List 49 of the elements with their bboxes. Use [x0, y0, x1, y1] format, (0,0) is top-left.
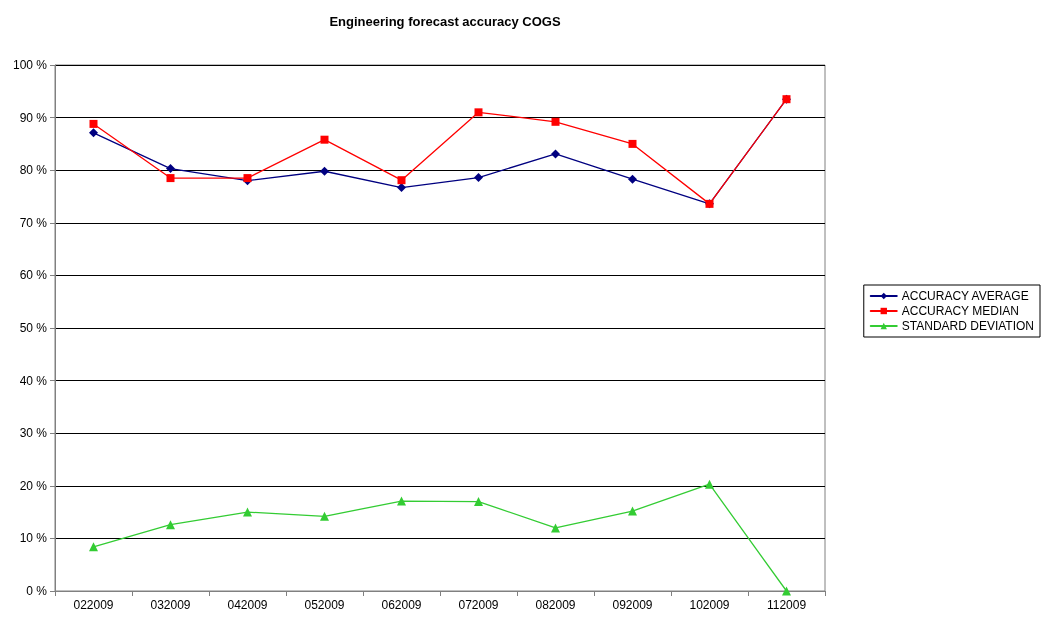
y-tick-label: 90 %: [19, 110, 48, 125]
chart-title: Engineering forecast accuracy COGS: [329, 14, 561, 29]
y-tick-label: 80 %: [19, 163, 48, 178]
y-tick-label: 60 %: [19, 268, 48, 283]
legend-label: ACCURACY MEDIAN: [901, 304, 1019, 318]
y-tick-label: 10 %: [19, 531, 48, 546]
point: [320, 135, 329, 144]
point: [166, 174, 175, 183]
y-tick-label: 20 %: [19, 478, 48, 493]
x-tick-label: 062009: [381, 598, 422, 612]
point: [551, 523, 560, 533]
point: [474, 108, 483, 117]
point: [628, 139, 637, 148]
point: [474, 497, 483, 507]
x-tick-label: 032009: [150, 598, 191, 612]
point: [89, 119, 98, 128]
legend-label: ACCURACY AVERAGE: [901, 289, 1029, 303]
point: [243, 507, 252, 517]
x-tick-label: 092009: [612, 598, 653, 612]
point: [628, 506, 637, 516]
x-tick-label: 052009: [304, 598, 345, 612]
y-tick-label: 30 %: [19, 426, 48, 441]
point: [166, 164, 175, 174]
legend-label: STANDARD DEVIATION: [901, 319, 1034, 333]
x-tick-label: 022009: [73, 598, 114, 612]
point: [474, 173, 483, 183]
x-tick-label: 082009: [535, 598, 576, 612]
point: [705, 479, 714, 489]
point: [166, 520, 175, 530]
point: [551, 149, 560, 159]
point: [320, 166, 329, 176]
point: [397, 183, 406, 193]
point: [89, 542, 98, 552]
y-tick-label: 0 %: [26, 584, 48, 598]
y-tick-label: 100 %: [12, 58, 48, 72]
point: [397, 176, 406, 185]
point: [89, 128, 98, 138]
point: [320, 511, 329, 521]
y-tick-label: 50 %: [19, 321, 48, 335]
x-tick-label: 102009: [689, 598, 730, 612]
point: [551, 117, 560, 126]
point: [397, 496, 406, 506]
x-tick-label: 042009: [227, 598, 268, 612]
x-tick-label: 072009: [458, 598, 499, 612]
y-tick-label: 70 %: [19, 215, 48, 230]
x-tick-label: 112009: [766, 598, 807, 612]
y-tick-label: 40 %: [19, 373, 48, 388]
point: [628, 174, 637, 184]
point: [782, 586, 791, 596]
